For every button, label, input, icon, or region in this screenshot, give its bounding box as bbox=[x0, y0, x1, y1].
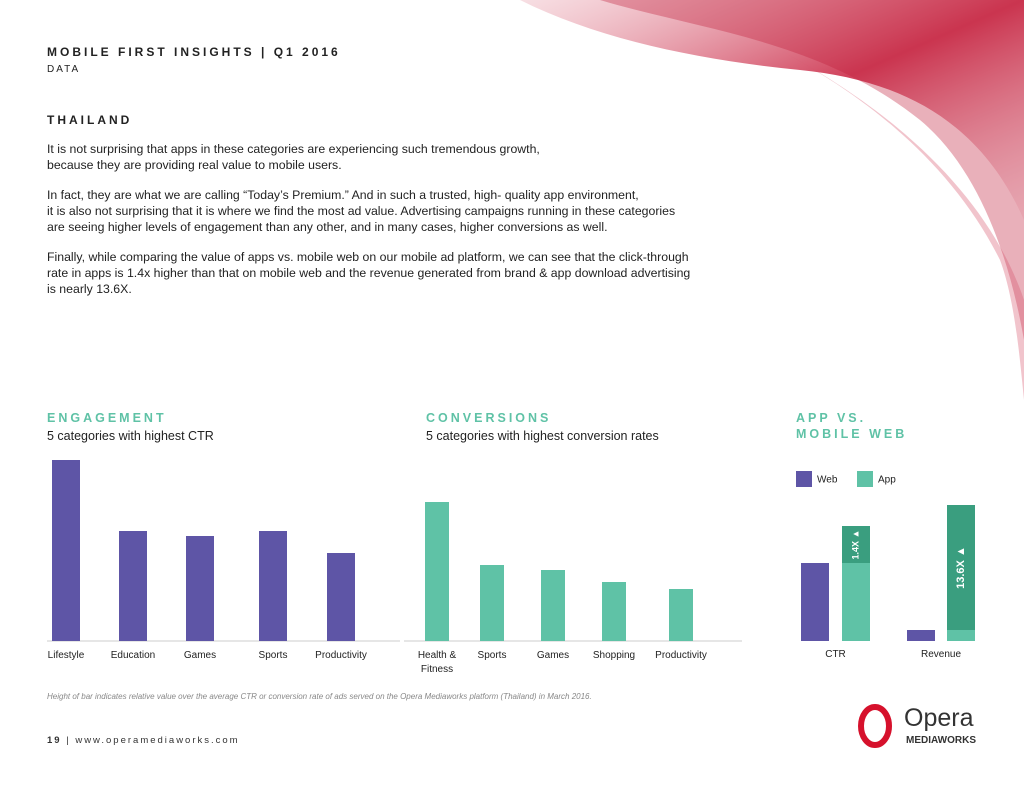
separator: | bbox=[66, 735, 71, 746]
header-title: MOBILE FIRST INSIGHTS | Q1 2016 bbox=[47, 45, 341, 59]
bar bbox=[480, 565, 504, 641]
bar bbox=[801, 563, 829, 641]
x-tick-label: Revenue bbox=[920, 649, 962, 660]
x-tick-label: Productivity bbox=[655, 650, 707, 661]
x-tick-label: Health & Fitness bbox=[417, 650, 457, 675]
bar bbox=[327, 553, 355, 641]
bar bbox=[186, 536, 214, 641]
text-line: is nearly 13.6X. bbox=[47, 282, 132, 296]
chart-title: APP VS. MOBILE WEB bbox=[796, 411, 908, 441]
paragraph: It is not surprising that apps in these … bbox=[47, 141, 690, 173]
text-line: rate in apps is 1.4x higher than that on… bbox=[47, 266, 691, 280]
bar bbox=[259, 531, 287, 641]
chart-subtitle: 5 categories with highest CTR bbox=[47, 429, 214, 443]
header-subtitle: DATA bbox=[47, 64, 81, 75]
x-tick-label: Sports bbox=[258, 650, 288, 661]
legend-label: Web bbox=[817, 475, 838, 486]
bar bbox=[52, 460, 80, 641]
body-text: It is not surprising that apps in these … bbox=[47, 141, 690, 311]
chart-title: ENGAGEMENT bbox=[47, 411, 167, 425]
paragraph: Finally, while comparing the value of ap… bbox=[47, 249, 690, 297]
page-number: 19 bbox=[47, 735, 62, 746]
bar bbox=[541, 570, 565, 641]
x-tick-label: Sports bbox=[477, 650, 507, 661]
text-line: because they are providing real value to… bbox=[47, 158, 342, 172]
logo-sub: MEDIAWORKS bbox=[906, 735, 976, 746]
section-title: THAILAND bbox=[47, 113, 133, 127]
chart-subtitle: 5 categories with highest conversion rat… bbox=[426, 429, 659, 443]
bar bbox=[119, 531, 147, 641]
text-line: Finally, while comparing the value of ap… bbox=[47, 250, 689, 264]
text-line: it is also not surprising that it is whe… bbox=[47, 204, 676, 218]
logo-name: Opera bbox=[904, 704, 974, 732]
url: www.operamediaworks.com bbox=[75, 735, 240, 746]
x-tick-label: Lifestyle bbox=[47, 650, 85, 661]
footnote: Height of bar indicates relative value o… bbox=[47, 692, 592, 701]
legend-swatch bbox=[796, 471, 812, 487]
legend-label: App bbox=[878, 475, 896, 486]
footer: 19 | www.operamediaworks.com bbox=[47, 735, 240, 746]
x-tick-label: Education bbox=[110, 650, 156, 661]
text-line: In fact, they are what we are calling “T… bbox=[47, 188, 639, 202]
bar bbox=[602, 582, 626, 641]
text-line: It is not surprising that apps in these … bbox=[47, 142, 540, 156]
x-tick-label: Games bbox=[536, 650, 570, 661]
paragraph: In fact, they are what we are calling “T… bbox=[47, 187, 690, 235]
x-tick-label: Shopping bbox=[592, 650, 636, 661]
legend-swatch bbox=[857, 471, 873, 487]
bar bbox=[425, 502, 449, 641]
x-tick-label: CTR bbox=[825, 649, 846, 660]
annotation: 1.4X ▲ bbox=[850, 530, 860, 560]
uplift-segment bbox=[947, 505, 975, 630]
x-tick-label: Games bbox=[183, 650, 217, 661]
logo-mark bbox=[858, 704, 892, 748]
bar bbox=[669, 589, 693, 641]
chart-title: CONVERSIONS bbox=[426, 411, 552, 425]
uplift-segment bbox=[842, 526, 870, 563]
bar bbox=[907, 630, 935, 641]
x-tick-label: Productivity bbox=[315, 650, 367, 661]
annotation: 13.6X ▲ bbox=[955, 546, 967, 589]
text-line: are seeing higher levels of engagement t… bbox=[47, 220, 608, 234]
